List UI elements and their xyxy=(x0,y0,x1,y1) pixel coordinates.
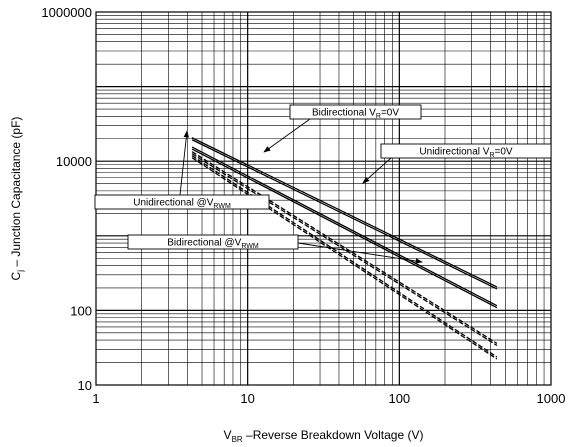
x-tick-label: 100 xyxy=(388,391,410,406)
series-label-bidirectional-vrwm: Bidirectional @VRWM xyxy=(127,234,423,264)
series-label-text: Bidirectional @VRWM xyxy=(167,238,259,251)
leader-arrow xyxy=(179,130,189,196)
series-line-bidirectional-vrwm xyxy=(191,155,498,360)
series-label-bidirectional-vr-0v: Bidirectional VR=0V xyxy=(263,104,422,153)
series-labels: Bidirectional VR=0V Unidirectional VR=0V U… xyxy=(94,104,552,264)
leader-arrow xyxy=(297,242,423,264)
x-tick-label: 10 xyxy=(240,391,254,406)
label-box xyxy=(380,143,552,159)
x-tick-label: 1000 xyxy=(537,391,566,406)
series-label-unidirectional-vr-0v: Unidirectional VR=0V xyxy=(362,143,552,184)
series-label-text: Unidirectional VR=0V xyxy=(419,147,513,160)
y-tick-label: 1000000 xyxy=(41,5,92,20)
series-line-unidirectional-vrwm xyxy=(191,151,498,346)
x-axis-label: VBR –Reverse Breakdown Voltage (V) xyxy=(224,428,424,444)
series-line-bidirectional-vr-0v xyxy=(191,137,498,290)
series-line-unidirectional-vr-0v xyxy=(191,146,498,309)
label-box xyxy=(289,104,422,120)
label-box xyxy=(127,234,299,250)
series-layer xyxy=(191,137,498,360)
y-tick-label: 10000 xyxy=(56,154,92,169)
series-label-unidirectional-vrwm: Unidirectional @VRWM xyxy=(94,130,270,211)
leader-arrow xyxy=(362,157,392,184)
series-label-text: Unidirectional @VRWM xyxy=(133,198,231,211)
grid-lines xyxy=(96,12,551,385)
label-box xyxy=(94,194,270,210)
y-tick-label: 10 xyxy=(78,378,92,393)
x-tick-label: 1 xyxy=(92,391,99,406)
series-label-text: Bidirectional VR=0V xyxy=(312,108,399,121)
y-tick-label: 100 xyxy=(70,303,92,318)
y-axis-label: Cj – Junction Capacitance (pF) xyxy=(9,117,25,281)
leader-arrow xyxy=(263,118,311,153)
